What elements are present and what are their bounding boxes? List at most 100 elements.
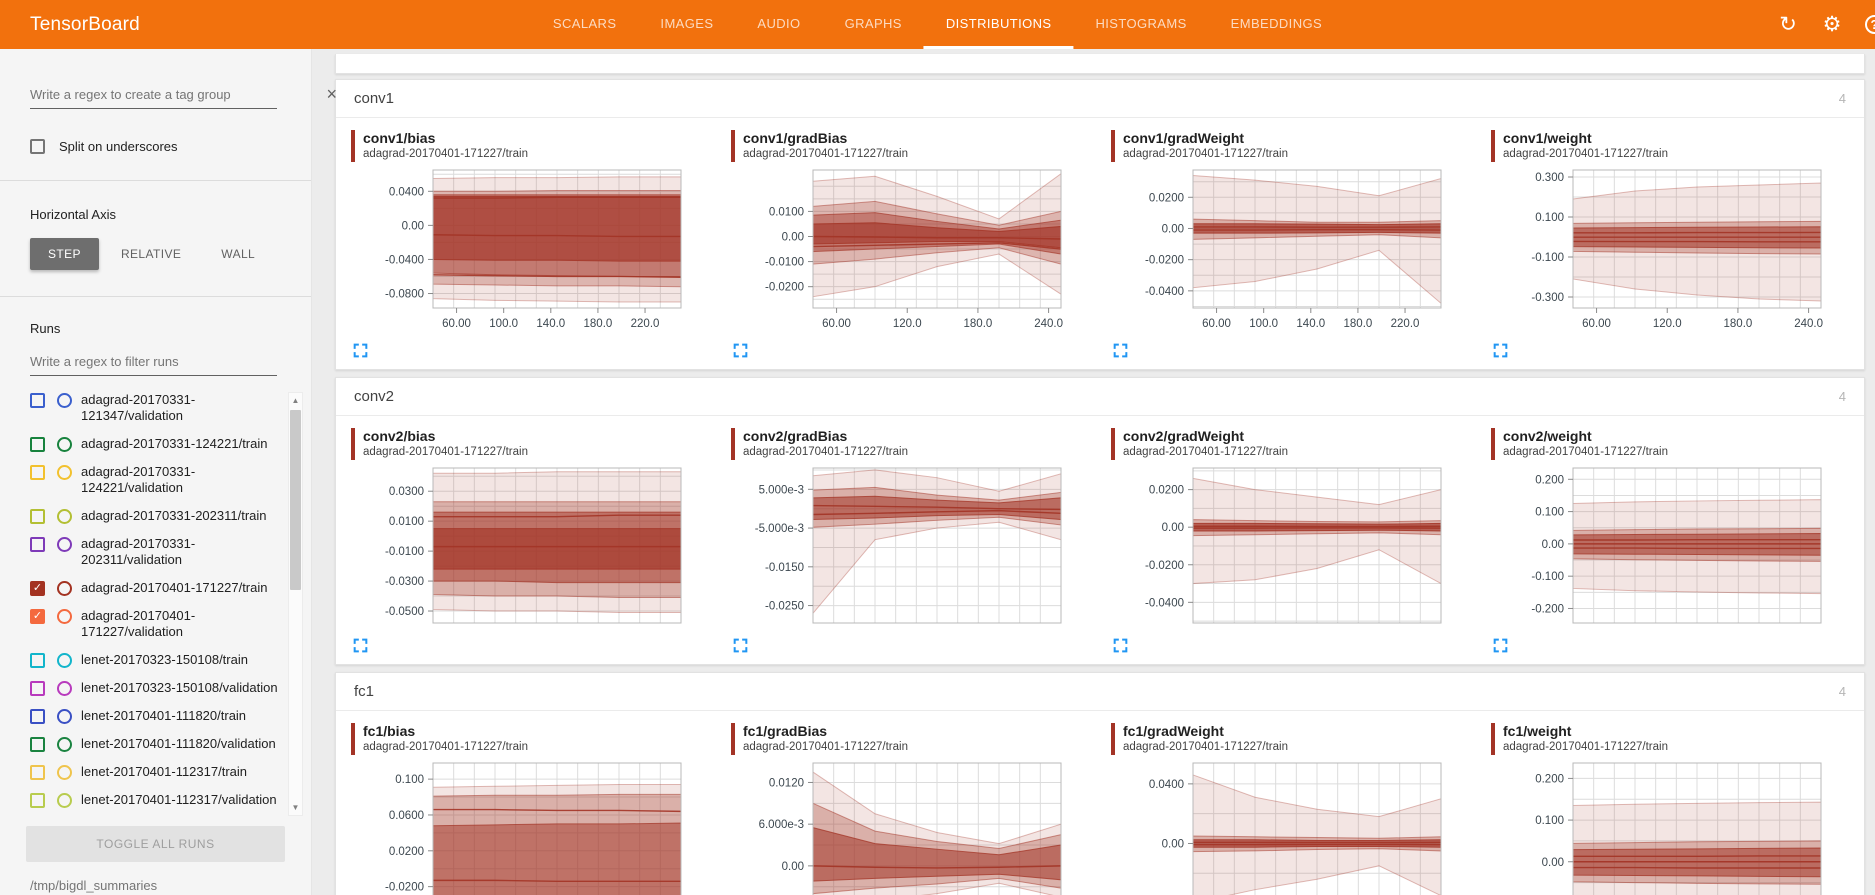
refresh-icon[interactable]: ↻ [1779, 13, 1797, 36]
checkbox-icon[interactable] [30, 139, 45, 154]
settings-icon[interactable]: ⚙ [1822, 13, 1842, 36]
clear-tag-filter-icon[interactable]: × [326, 84, 337, 104]
horizontal-axis-options: STEP RELATIVE WALL [0, 238, 311, 270]
run-radio[interactable] [57, 393, 72, 408]
toggle-all-runs-button[interactable]: TOGGLE ALL RUNS [26, 826, 285, 862]
expand-chart-icon[interactable] [733, 343, 748, 363]
expand-chart-icon[interactable] [1113, 638, 1128, 658]
expand-chart-icon[interactable] [733, 638, 748, 658]
main-content: conv1 4 conv1/bias adagrad-20170401-171227/… [312, 49, 1875, 895]
expand-chart-icon[interactable] [353, 638, 368, 658]
divider [0, 180, 311, 181]
run-radio[interactable] [57, 765, 72, 780]
tab-embeddings[interactable]: EMBEDDINGS [1230, 15, 1323, 31]
tag-filter-input[interactable] [30, 83, 277, 109]
tab-images[interactable]: IMAGES [660, 15, 714, 31]
run-radio[interactable] [57, 681, 72, 696]
run-checkbox[interactable] [30, 437, 45, 452]
y-tick-label: 0.100 [1535, 507, 1564, 519]
run-name: lenet-20170323-150108/train [81, 652, 248, 667]
y-tick-label: -0.0800 [385, 289, 424, 301]
y-tick-label: 0.00 [782, 231, 804, 243]
split-on-underscores-checkbox[interactable]: Split on underscores [30, 139, 277, 154]
scrollbar-thumb[interactable] [290, 410, 301, 590]
x-tick-label: 220.0 [631, 318, 660, 330]
scroll-down-icon[interactable]: ▼ [291, 803, 300, 812]
run-item[interactable]: lenet-20170323-150108/train [30, 652, 311, 668]
run-checkbox[interactable] [30, 393, 45, 408]
y-tick-label: -0.0150 [765, 562, 804, 574]
chart-title: fc1/bias [363, 723, 416, 739]
distribution-plot: 0.100 0.0600 0.0200 -0.0200 [385, 762, 682, 895]
run-checkbox[interactable] [30, 537, 45, 552]
run-item[interactable]: ✓ adagrad-20170401-171227/train [30, 580, 311, 596]
run-checkbox-checked[interactable]: ✓ [30, 609, 45, 624]
section-header[interactable]: conv2 4 [336, 378, 1864, 416]
section-chart-count: 4 [1838, 389, 1846, 404]
run-item[interactable]: adagrad-20170331-202311/train [30, 508, 311, 524]
tab-distributions[interactable]: DISTRIBUTIONS [923, 0, 1074, 49]
run-checkbox[interactable] [30, 681, 45, 696]
tab-scalars[interactable]: SCALARS [552, 15, 617, 31]
run-radio[interactable] [57, 709, 72, 724]
y-tick-label: -0.0400 [385, 254, 424, 266]
run-radio[interactable] [57, 437, 72, 452]
divider [0, 296, 311, 297]
run-item[interactable]: adagrad-20170331-121347/validation [30, 392, 311, 424]
y-tick-label: -0.0300 [385, 576, 424, 588]
tab-histograms[interactable]: HISTOGRAMS [1095, 15, 1187, 31]
run-item[interactable]: adagrad-20170331-124221/train [30, 436, 311, 452]
run-radio[interactable] [57, 465, 72, 480]
axis-option-relative[interactable]: RELATIVE [103, 238, 199, 270]
expand-chart-icon[interactable] [1493, 343, 1508, 363]
run-checkbox[interactable] [30, 737, 45, 752]
run-item[interactable]: adagrad-20170331-202311/validation [30, 536, 311, 568]
run-item[interactable]: lenet-20170323-150108/validation [30, 680, 311, 696]
run-radio[interactable] [57, 609, 72, 624]
run-radio[interactable] [57, 581, 72, 596]
axis-option-wall[interactable]: WALL [203, 238, 273, 270]
run-item[interactable]: lenet-20170401-112317/validation [30, 792, 311, 808]
runs-scrollbar[interactable]: ▲ ▼ [288, 392, 303, 816]
run-radio[interactable] [57, 793, 72, 808]
expand-chart-icon[interactable] [353, 343, 368, 363]
y-tick-label: 0.00 [1162, 223, 1184, 235]
run-name: adagrad-20170331-124221/validation [81, 464, 196, 495]
run-color-bar [1491, 130, 1495, 162]
section-header[interactable]: conv1 4 [336, 80, 1864, 118]
chart-run-name: adagrad-20170401-171227/train [1503, 741, 1668, 753]
expand-chart-icon[interactable] [1113, 343, 1128, 363]
run-radio[interactable] [57, 737, 72, 752]
y-tick-label: -0.100 [1531, 252, 1564, 264]
run-checkbox[interactable] [30, 709, 45, 724]
axis-option-step[interactable]: STEP [30, 238, 99, 270]
tab-graphs[interactable]: GRAPHS [844, 15, 902, 31]
expand-chart-icon[interactable] [1493, 638, 1508, 658]
run-radio[interactable] [57, 537, 72, 552]
run-name: adagrad-20170401-171227/validation [81, 608, 196, 639]
run-checkbox[interactable] [30, 509, 45, 524]
run-item[interactable]: lenet-20170401-111820/train [30, 708, 311, 724]
chart-card: fc1/gradBias adagrad-20170401-171227/trai… [731, 723, 1097, 895]
help-icon[interactable]: ? [1865, 15, 1875, 34]
run-checkbox[interactable] [30, 765, 45, 780]
run-checkbox[interactable] [30, 653, 45, 668]
run-checkbox-checked[interactable]: ✓ [30, 581, 45, 596]
y-tick-label: 0.0600 [389, 810, 424, 822]
runs-filter-input[interactable] [30, 350, 277, 376]
run-item[interactable]: lenet-20170401-112317/train [30, 764, 311, 780]
scroll-up-icon[interactable]: ▲ [291, 396, 300, 405]
run-radio[interactable] [57, 653, 72, 668]
chart-run-name: adagrad-20170401-171227/train [743, 741, 908, 753]
run-radio[interactable] [57, 509, 72, 524]
run-checkbox[interactable] [30, 465, 45, 480]
run-checkbox[interactable] [30, 793, 45, 808]
section-header[interactable]: fc1 4 [336, 673, 1864, 711]
run-item[interactable]: ✓ adagrad-20170401-171227/validation [30, 608, 311, 640]
run-item[interactable]: lenet-20170401-111820/validation [30, 736, 311, 752]
distribution-plot: 0.0200 0.00 -0.0200 -0.0400 [1145, 467, 1442, 624]
chart-title: conv1/gradBias [743, 130, 848, 146]
tab-audio[interactable]: AUDIO [757, 15, 801, 31]
run-item[interactable]: adagrad-20170331-124221/validation [30, 464, 311, 496]
